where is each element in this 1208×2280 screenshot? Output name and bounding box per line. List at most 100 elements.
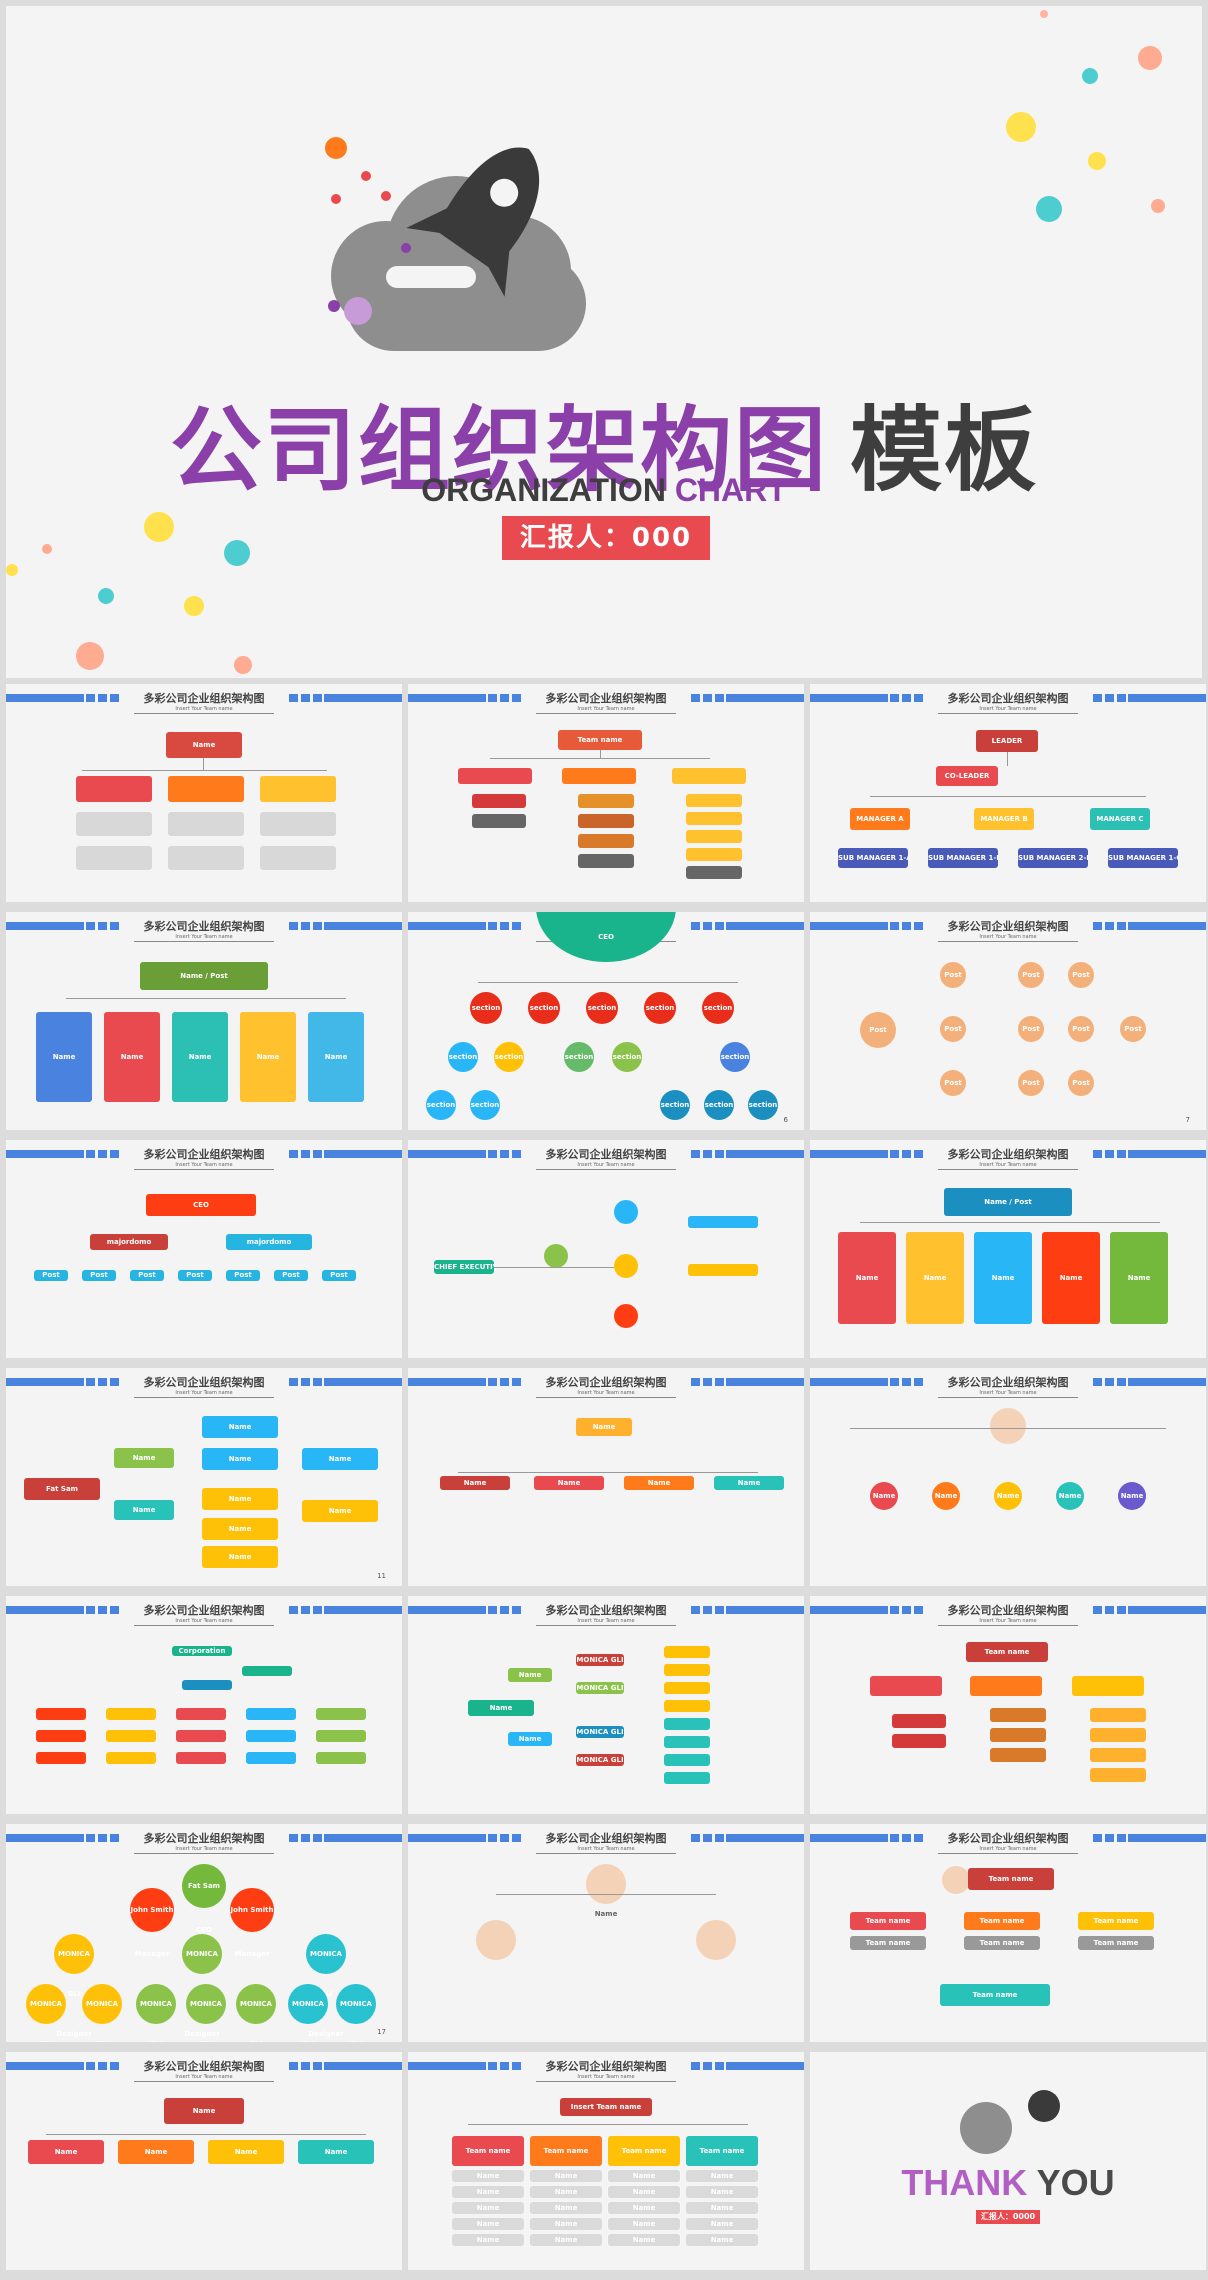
top-card: Name [166,732,242,758]
header-square [512,922,521,930]
header-square [512,1834,521,1842]
post-box: Post [226,1270,260,1281]
team-row [1090,1728,1146,1742]
designer-node: MONICA GLI Designer [26,1984,66,2042]
team-cell: Name [452,2186,524,2198]
header-square [890,1606,899,1614]
slide-thumbnail-2[interactable]: 多彩公司企业组织架构图 Insert Your Team name Name [6,684,402,902]
slide-thumbnail-4[interactable]: 多彩公司企业组织架构图 Insert Your Team name LEADER CO… [810,684,1206,902]
slide-thumbnail-18[interactable]: 多彩公司企业组织架构图 Insert Your Team name Name [408,1824,804,2042]
member-card: Name [208,2140,284,2164]
slide-title: 多彩公司企业组织架构图 [947,692,1069,705]
header-bar-right [324,1606,402,1614]
connector-line [870,796,1146,797]
team-card [458,768,532,784]
team-cell: Name [608,2202,680,2214]
slide-thumbnail-21[interactable]: 多彩公司企业组织架构图 Insert Your Team name Insert T… [408,2052,804,2270]
header-bar-left [408,1834,486,1842]
header-square [301,1150,310,1158]
team-row [578,814,634,828]
branch-box: Name [508,1732,552,1746]
slide-thumbnail-15[interactable]: 多彩公司企业组织架构图 Insert Your Team name Name Name… [408,1596,804,1814]
header-square [914,1378,923,1386]
title-underline [938,1625,1078,1626]
slide-title: 多彩公司企业组织架构图 [545,1604,667,1617]
header-square [703,1834,712,1842]
section-node: section [470,992,502,1024]
team-row [1090,1768,1146,1782]
slide-title: 多彩公司企业组织架构图 [143,1832,265,1845]
header-square [301,694,310,702]
team-row [686,866,742,879]
header-bar-right [1128,1150,1206,1158]
header-square [691,1834,700,1842]
slide-subtitle: Insert Your Team name [979,1618,1037,1624]
header-bar-right [1128,1606,1206,1614]
team-box: Team name [850,1912,926,1930]
section-node: section [660,1090,690,1120]
member-tile: Name [172,1012,228,1102]
header-square [313,1606,322,1614]
header-square [313,922,322,930]
cover-title-en-suffix: CHART [674,472,787,508]
slide-thumbnail-12[interactable]: 多彩公司企业组织架构图 Insert Your Team name Name Name… [408,1368,804,1586]
team-cell: Name [686,2186,758,2198]
slide-thumbnail-20[interactable]: 多彩公司企业组织架构图 Insert Your Team name Name Name… [6,2052,402,2270]
header-square [512,1150,521,1158]
slide-thumbnail-16[interactable]: 多彩公司企业组织架构图 Insert Your Team name Team nam… [810,1596,1206,1814]
header-bar-left [6,1606,84,1614]
member-card [168,812,244,836]
slide-thumbnail-9[interactable]: 多彩公司企业组织架构图 Insert Your Team name CHIEF EX… [408,1140,804,1358]
slide-thumbnail-17[interactable]: 多彩公司企业组织架构图 Insert Your Team name 17 Fat Sa… [6,1824,402,2042]
slide-thumbnail-5[interactable]: 多彩公司企业组织架构图 Insert Your Team name Name / P… [6,912,402,1130]
slide-thumbnail-10[interactable]: 多彩公司企业组织架构图 Insert Your Team name Name / P… [810,1140,1206,1358]
section-node: section [494,1042,524,1072]
dept-pill [36,1708,86,1720]
connector-line [600,750,601,758]
slide-title: 多彩公司企业组织架构图 [143,2060,265,2073]
header-bar-right [726,1378,804,1386]
header-square [890,1378,899,1386]
cover-slide[interactable]: 公司组织架构图 模板 ORGANIZATION CHART 汇报人：000 [6,6,1202,678]
team-box: Team name [1078,1912,1154,1930]
header-bar-left [408,922,486,930]
slide-thumbnail-7[interactable]: 多彩公司企业组织架构图 Insert Your Team name 7 Post Pos… [810,912,1206,1130]
header-square [488,1834,497,1842]
header-square [715,694,724,702]
connector-line [496,1894,716,1895]
header-bar-right [1128,694,1206,702]
avatar-node [586,1864,626,1904]
dept-pill [316,1752,366,1764]
slide-subtitle: Insert Your Team name [577,1618,635,1624]
leaf-box [664,1682,710,1694]
branch-box: Name [114,1500,174,1520]
leaf-box: Name [202,1518,278,1540]
header-square [488,1378,497,1386]
header-square [914,1606,923,1614]
slide-thumbnail-3[interactable]: 多彩公司企业组织架构图 Insert Your Team name Team nam… [408,684,804,902]
leaf-box [664,1772,710,1784]
header-square [703,1606,712,1614]
team-row [686,812,742,825]
slide-thumbnail-22[interactable]: THANK YOU 汇报人：0000 [810,2052,1206,2270]
title-underline [134,2081,274,2082]
slide-thumbnail-11[interactable]: 多彩公司企业组织架构图 Insert Your Team name 11 Fat Sa… [6,1368,402,1586]
header-square [98,922,107,930]
header-bar-right [1128,1378,1206,1386]
slide-thumbnail-8[interactable]: 多彩公司企业组织架构图 Insert Your Team name CEO major… [6,1140,402,1358]
header-square [301,1834,310,1842]
team-cell: Name [608,2218,680,2230]
team-cell: Name [530,2202,602,2214]
ceo-box: CEO [146,1194,256,1216]
slide-thumbnail-14[interactable]: 多彩公司企业组织架构图 Insert Your Team name Corporat… [6,1596,402,1814]
team-header: Team name [530,2136,602,2166]
reporter-badge: 汇报人：0000 [976,2210,1040,2224]
slide-thumbnail-13[interactable]: 多彩公司企业组织架构图 Insert Your Team name Name Name… [810,1368,1206,1586]
slide-thumbnail-19[interactable]: 多彩公司企业组织架构图 Insert Your Team name Team nam… [810,1824,1206,2042]
section-node: section [704,1090,734,1120]
team-header: Team name [608,2136,680,2166]
team-box [870,1676,942,1696]
avatar-node [942,1866,970,1894]
team-row [472,814,526,828]
